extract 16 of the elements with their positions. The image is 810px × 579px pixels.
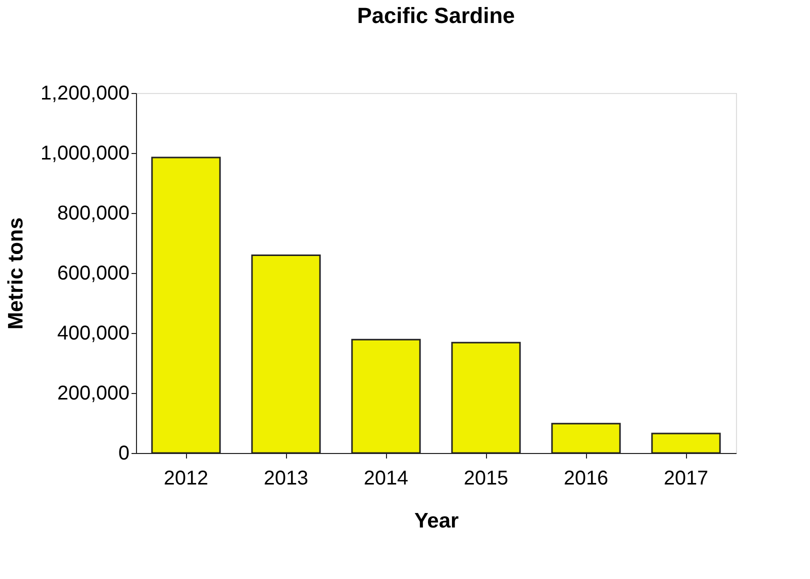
y-tick-label: 0: [118, 442, 130, 464]
y-tick-label: 600,000: [57, 262, 130, 284]
y-axis-title: Metric tons: [4, 217, 28, 330]
x-tick-label: 2016: [564, 468, 608, 490]
x-tick-label: 2017: [664, 468, 708, 490]
y-tick-label: 1,200,000: [40, 82, 130, 104]
x-tick-label: 2014: [364, 468, 408, 490]
x-tick-label: 2013: [264, 468, 308, 490]
x-tick-label: 2015: [464, 468, 508, 490]
y-tick-label: 200,000: [57, 382, 130, 404]
x-axis-title: Year: [414, 510, 459, 532]
x-tick-label: 2012: [164, 468, 208, 490]
y-tick-label: 1,000,000: [40, 142, 130, 164]
chart-title: Pacific Sardine: [357, 3, 515, 28]
y-tick-label: 800,000: [57, 202, 130, 224]
y-tick-label: 400,000: [57, 322, 130, 344]
